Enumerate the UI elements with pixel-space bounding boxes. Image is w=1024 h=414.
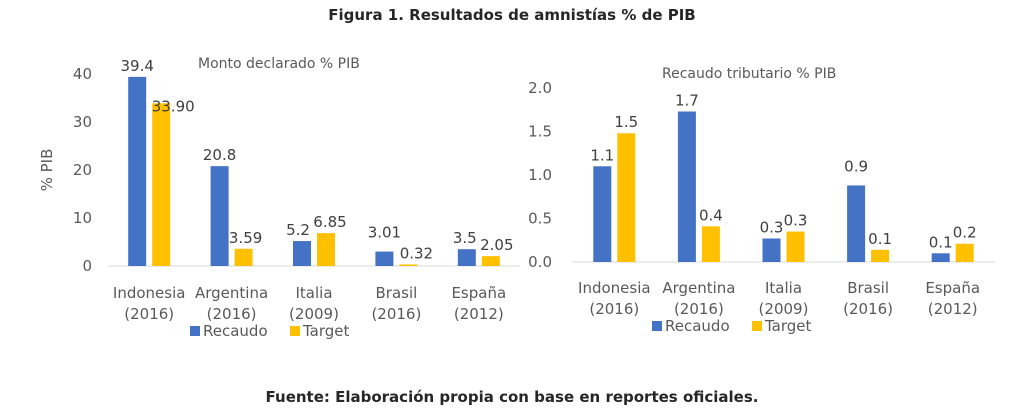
category-label: Brasil (847, 279, 889, 297)
y-tick-label: 20 (73, 161, 92, 179)
y-axis-label: % PIB (38, 149, 56, 192)
figure-title: Figura 1. Resultados de amnistías % de P… (328, 6, 696, 24)
legend-swatch-target (752, 321, 762, 331)
legend-label-recaudo: Recaudo (665, 317, 730, 335)
y-tick-label: 2.0 (528, 79, 552, 97)
category-label: Argentina (195, 284, 268, 302)
data-label-recaudo: 3.01 (368, 224, 401, 242)
category-label: Indonesia (578, 279, 651, 297)
y-tick-label: 0.0 (528, 253, 552, 271)
category-year-label: (2016) (124, 305, 174, 323)
data-label-target: 2.05 (480, 236, 513, 254)
legend-swatch-recaudo (652, 321, 662, 331)
data-label-recaudo: 0.3 (760, 219, 784, 237)
y-tick-label: 1.5 (528, 123, 552, 141)
data-label-recaudo: 39.4 (120, 57, 153, 75)
data-label-target: 0.1 (868, 230, 892, 248)
bar-target (152, 103, 171, 266)
bar-target (481, 256, 500, 266)
category-year-label: (2016) (207, 305, 257, 323)
data-label-target: 1.5 (614, 113, 638, 131)
bar-target (871, 249, 890, 262)
category-label: Brasil (375, 284, 417, 302)
category-label: Italia (295, 284, 332, 302)
bar-recaudo (762, 238, 781, 262)
category-year-label: (2009) (759, 300, 809, 318)
data-label-target: 0.32 (400, 244, 433, 262)
data-label-recaudo: 5.2 (286, 221, 310, 239)
category-year-label: (2016) (843, 300, 893, 318)
category-label: España (925, 279, 980, 297)
legend-swatch-recaudo (190, 326, 200, 336)
bar-target (317, 233, 335, 266)
data-label-recaudo: 0.1 (929, 233, 953, 251)
category-year-label: (2016) (371, 305, 421, 323)
category-label: Indonesia (113, 284, 186, 302)
data-label-target: 33.90 (152, 97, 195, 115)
category-year-label: (2012) (928, 300, 978, 318)
category-label: Italia (765, 279, 802, 297)
legend-label-target: Target (764, 317, 812, 335)
data-label-target: 0.3 (784, 212, 808, 230)
bar-recaudo (457, 249, 476, 266)
bar-target (399, 264, 418, 266)
legend-swatch-target (290, 326, 300, 336)
category-year-label: (2016) (589, 300, 639, 318)
data-label-recaudo: 20.8 (203, 146, 236, 164)
bar-target (955, 243, 974, 262)
data-label-recaudo: 3.5 (453, 229, 477, 247)
bar-target (786, 231, 805, 262)
bar-recaudo (375, 251, 394, 266)
y-tick-label: 30 (73, 113, 92, 131)
bar-target (617, 133, 636, 262)
category-year-label: (2012) (454, 305, 504, 323)
figure-source-note: Fuente: Elaboración propia con base en r… (265, 388, 759, 406)
legend-label-recaudo: Recaudo (203, 322, 268, 340)
bar-recaudo (210, 166, 229, 266)
y-tick-label: 1.0 (528, 166, 552, 184)
y-tick-label: 10 (73, 209, 92, 227)
data-label-recaudo: 1.1 (590, 146, 614, 164)
bar-recaudo (847, 185, 866, 262)
bar-recaudo (293, 241, 311, 266)
bar-recaudo (128, 76, 147, 266)
category-year-label: (2009) (289, 305, 339, 323)
data-label-target: 0.4 (699, 206, 723, 224)
data-label-recaudo: 1.7 (675, 91, 699, 109)
data-label-target: 3.59 (229, 229, 262, 247)
chart-title: Recaudo tributario % PIB (662, 66, 836, 82)
bar-recaudo (677, 111, 696, 263)
category-label: España (451, 284, 506, 302)
data-label-recaudo: 0.9 (844, 157, 868, 175)
category-year-label: (2016) (674, 300, 724, 318)
y-tick-label: 0 (82, 257, 92, 275)
bar-target (234, 248, 253, 266)
bar-recaudo (593, 166, 612, 262)
bar-recaudo (931, 253, 950, 262)
legend-label-target: Target (302, 322, 350, 340)
chart-title: Monto declarado % PIB (198, 56, 360, 72)
category-label: Argentina (662, 279, 735, 297)
bar-target (701, 226, 720, 262)
y-tick-label: 0.5 (528, 210, 552, 228)
data-label-target: 6.85 (313, 213, 346, 231)
y-tick-label: 40 (73, 65, 92, 83)
data-label-target: 0.2 (953, 224, 977, 242)
